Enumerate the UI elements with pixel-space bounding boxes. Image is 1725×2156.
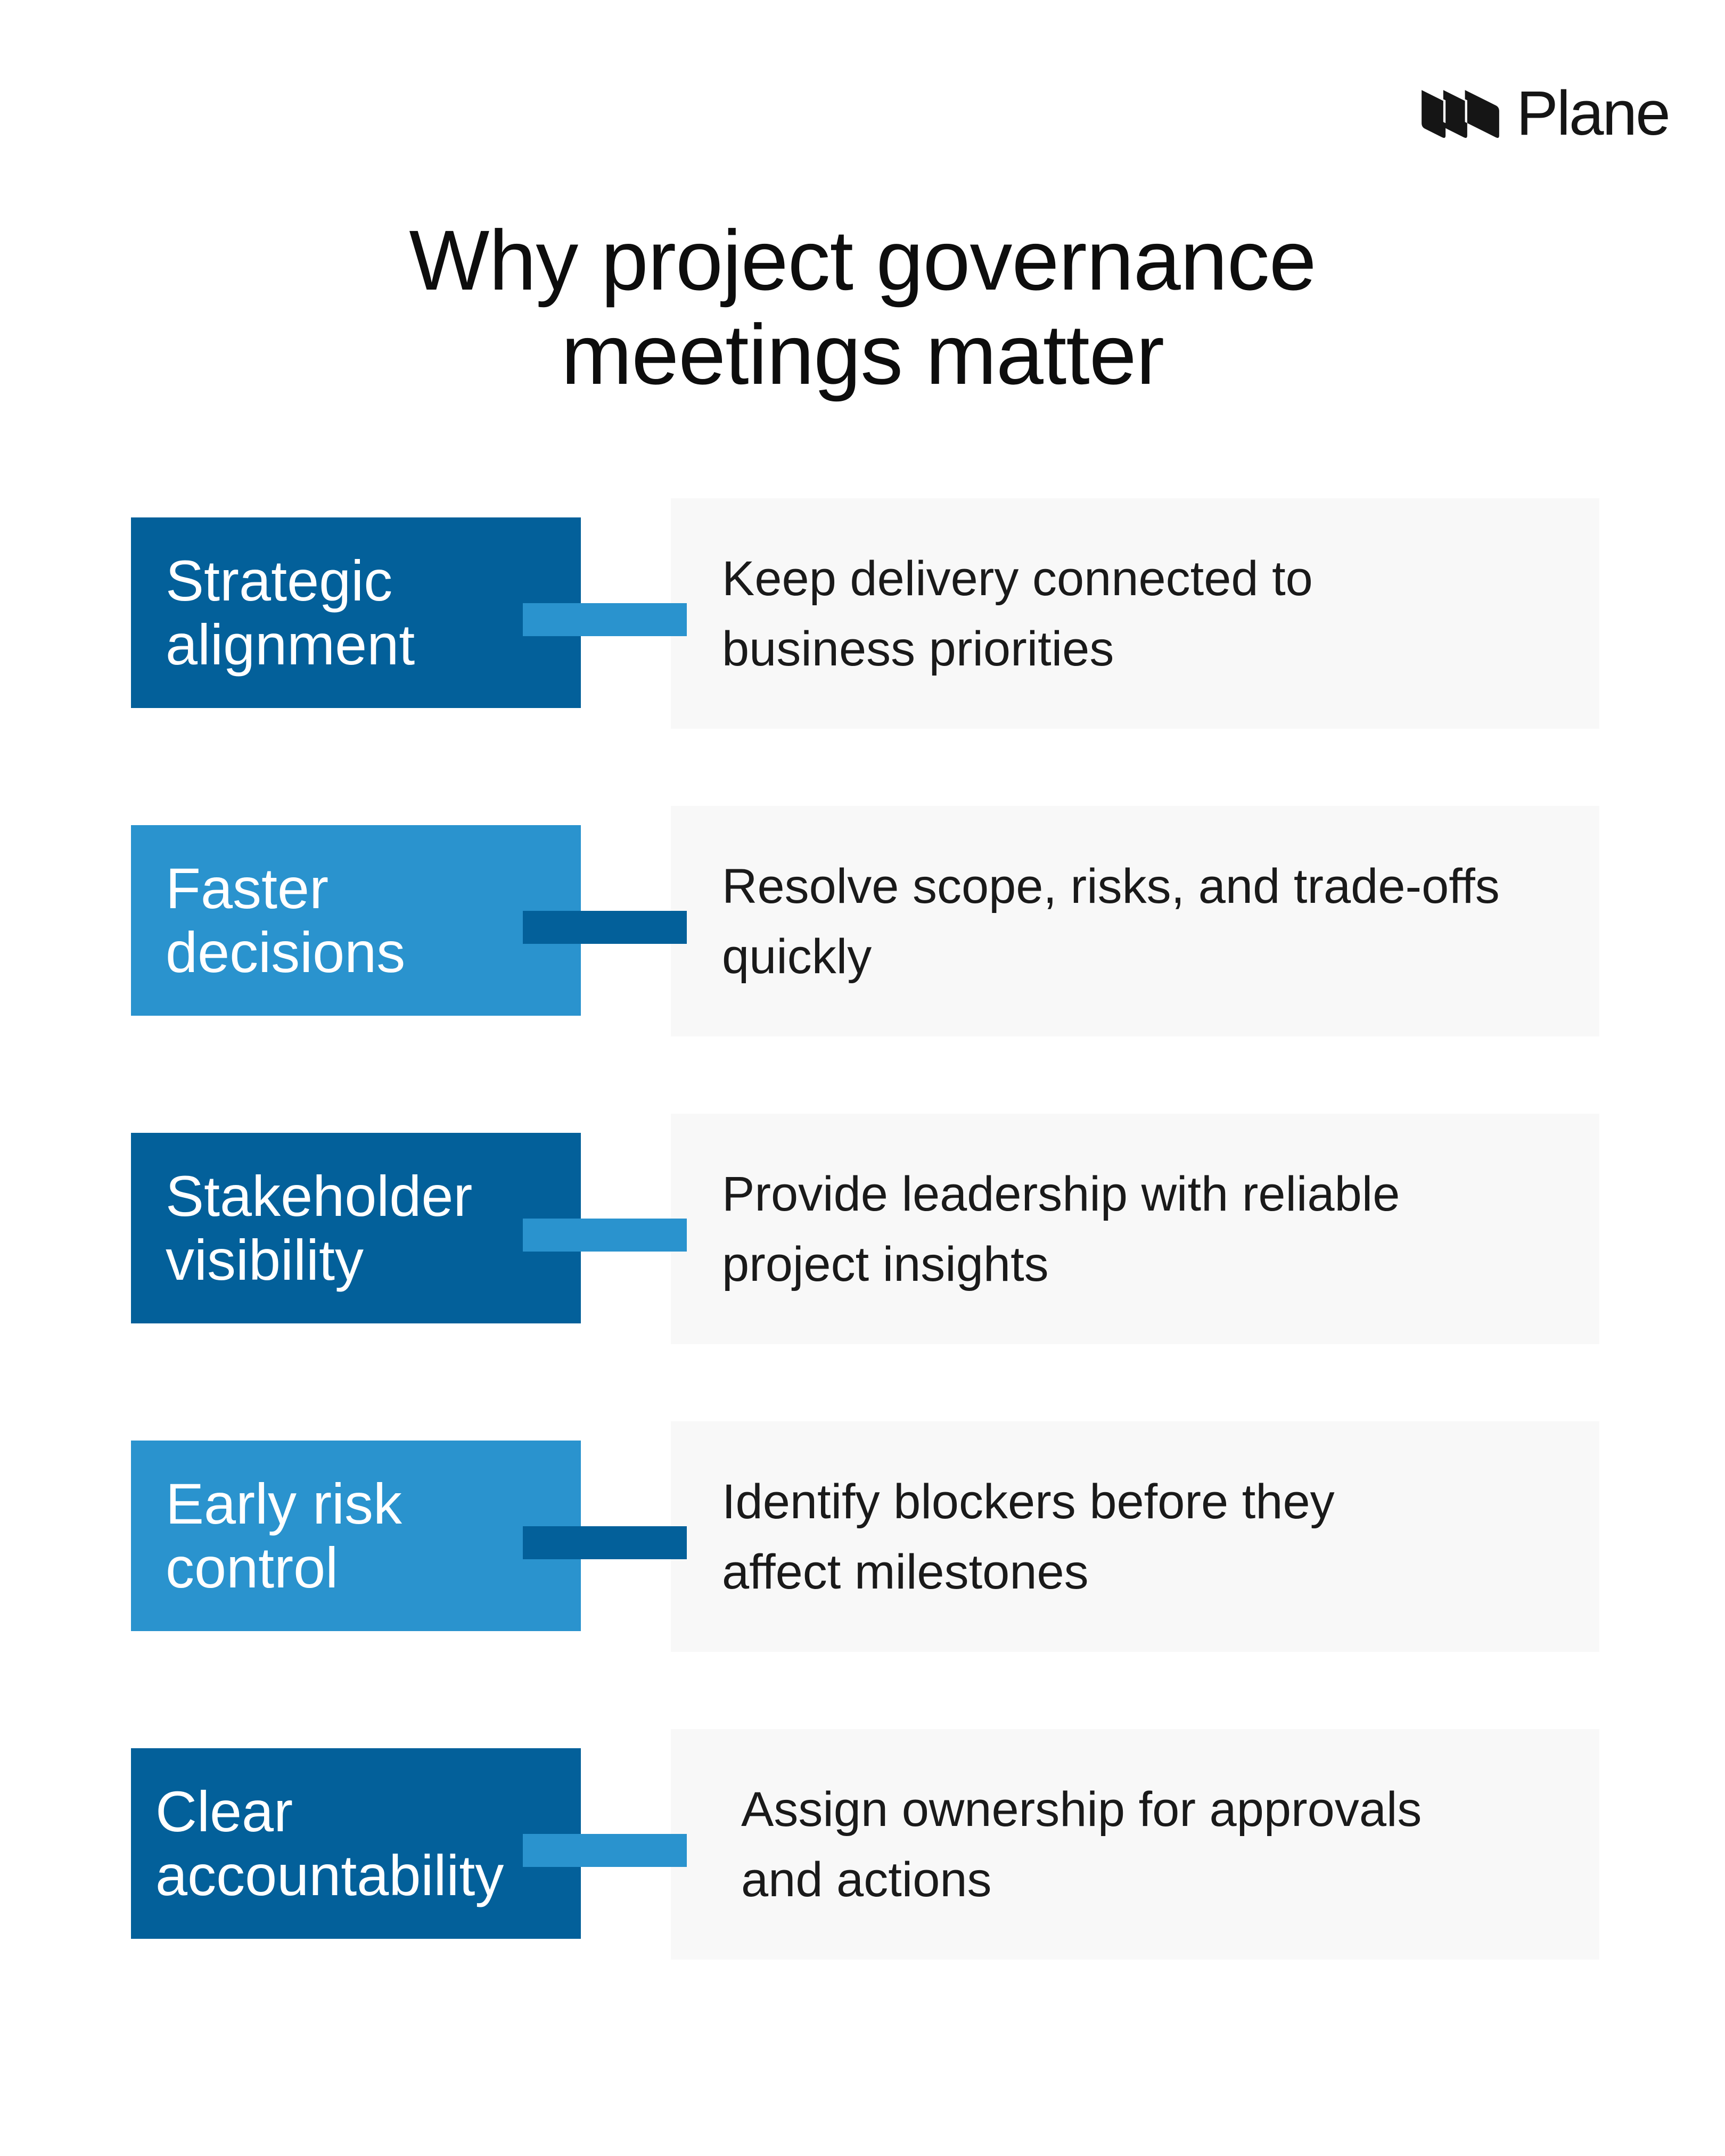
label-line: control <box>166 1535 339 1600</box>
label-line: decisions <box>166 920 406 984</box>
label-line: Stakeholder <box>166 1164 473 1228</box>
label-box: Strategic alignment <box>131 517 581 708</box>
title-line: Why project governance <box>409 212 1316 308</box>
plane-logo-icon <box>1422 90 1499 138</box>
label-line: accountability <box>155 1843 504 1907</box>
label-line: alignment <box>166 612 415 677</box>
description-line: affect milestones <box>722 1544 1089 1599</box>
description-line: Identify blockers before they <box>722 1474 1335 1529</box>
connector <box>523 911 687 944</box>
description-panel: Keep delivery connected to business prior… <box>671 498 1599 729</box>
brand-name: Plane <box>1516 78 1671 149</box>
label-box: Faster decisions <box>131 825 581 1016</box>
item-strategic-alignment: Keep delivery connected to business prior… <box>0 498 1725 729</box>
label-box: Early risk control <box>131 1441 581 1631</box>
label-line: Clear <box>155 1779 293 1844</box>
connector <box>523 1834 687 1867</box>
label-box: Stakeholder visibility <box>131 1133 581 1323</box>
description-line: and actions <box>741 1852 992 1907</box>
description-line: business priorities <box>722 621 1114 676</box>
label-box: Clear accountability <box>131 1748 581 1939</box>
connector <box>523 1219 687 1252</box>
page-title: Why project governance meetings matter <box>0 213 1725 401</box>
label-line: Faster <box>166 856 329 920</box>
label-line: Early risk <box>166 1471 402 1536</box>
title-line: meetings matter <box>561 307 1164 402</box>
description-line: Assign ownership for approvals <box>741 1782 1422 1837</box>
description-line: Resolve scope, risks, and trade-offs <box>722 859 1500 914</box>
description-line: quickly <box>722 929 872 984</box>
description-panel: Identify blockers before they affect mile… <box>671 1421 1599 1652</box>
brand-logo: Plane <box>1420 78 1671 149</box>
description-panel: Provide leadership with reliable project … <box>671 1114 1599 1344</box>
description-line: project insights <box>722 1237 1049 1291</box>
item-clear-accountability: Assign ownership for approvals and action… <box>0 1729 1725 1960</box>
connector <box>523 1526 687 1559</box>
label-line: visibility <box>166 1228 364 1292</box>
item-faster-decisions: Resolve scope, risks, and trade-offs quic… <box>0 806 1725 1036</box>
item-stakeholder-visibility: Provide leadership with reliable project … <box>0 1114 1725 1344</box>
connector <box>523 603 687 636</box>
description-line: Keep delivery connected to <box>722 551 1313 606</box>
item-early-risk-control: Identify blockers before they affect mile… <box>0 1421 1725 1652</box>
description-panel: Assign ownership for approvals and action… <box>671 1729 1599 1960</box>
description-line: Provide leadership with reliable <box>722 1166 1400 1221</box>
label-line: Strategic <box>166 548 393 613</box>
description-panel: Resolve scope, risks, and trade-offs quic… <box>671 806 1599 1036</box>
